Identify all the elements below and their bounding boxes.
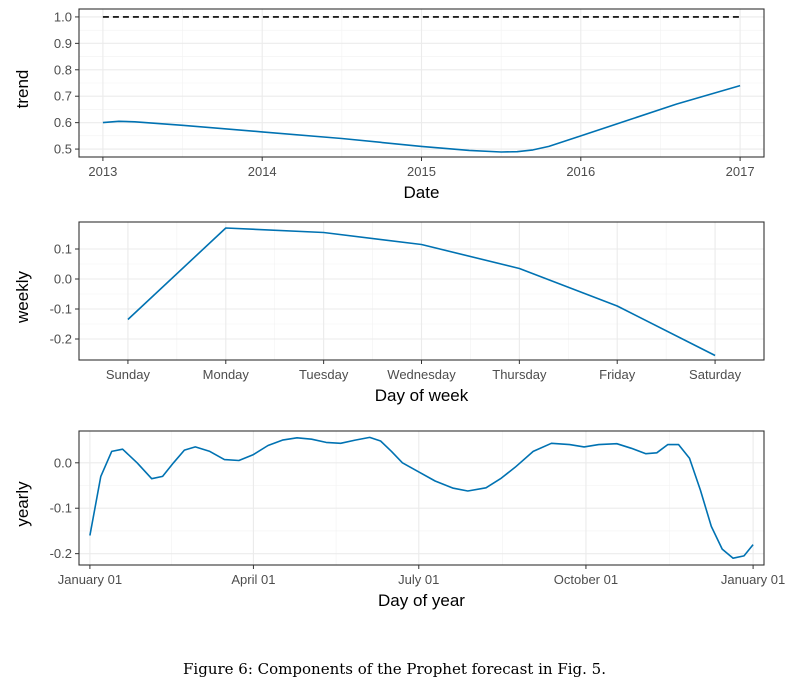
y-tick-label: 0.1 — [54, 242, 72, 257]
x-axis-title: Day of week — [375, 386, 469, 405]
x-tick-label: January 01 — [721, 572, 785, 587]
y-tick-label: -0.1 — [50, 501, 72, 516]
x-tick-label: 2015 — [407, 164, 436, 179]
x-tick-label: April 01 — [231, 572, 275, 587]
x-tick-label: 2014 — [248, 164, 277, 179]
x-tick-label: October 01 — [554, 572, 618, 587]
x-axis-title: Date — [404, 183, 440, 202]
y-tick-label: 0.9 — [54, 36, 72, 51]
panel-weekly: -0.2 -0.1 0.0 0.1 Sunday Monday Tuesday Wednesd… — [13, 221, 765, 405]
plot-background — [79, 431, 764, 565]
y-tick-label: 1.0 — [54, 9, 72, 24]
x-tick-label: Sunday — [106, 367, 151, 382]
y-tick-label: -0.2 — [50, 546, 72, 561]
x-tick-label: Wednesday — [387, 367, 456, 382]
x-axis-title: Day of year — [378, 591, 465, 610]
series-line — [89, 436, 754, 559]
figure-caption: Figure 6: Components of the Prophet fore… — [183, 660, 606, 678]
prophet-components-figure: 0.5 0.6 0.7 0.8 0.9 1.0 2013 2014 2015 2016 2017 Da… — [13, 8, 785, 610]
y-tick-label: 0.0 — [54, 272, 72, 287]
x-tick-label: 2016 — [566, 164, 595, 179]
y-tick-label: 0.5 — [54, 142, 72, 157]
x-tick-label: January 01 — [58, 572, 122, 587]
x-tick-label: Thursday — [492, 367, 547, 382]
y-axis-title: yearly — [13, 481, 32, 527]
y-tick-label: 0.8 — [54, 62, 72, 77]
panel-trend: 0.5 0.6 0.7 0.8 0.9 1.0 2013 2014 2015 2016 2017 Da… — [13, 8, 765, 202]
x-tick-label: 2013 — [88, 164, 117, 179]
y-tick-label: 0.7 — [54, 89, 72, 104]
x-tick-label: Monday — [203, 367, 250, 382]
x-tick-label: Saturday — [689, 367, 742, 382]
panel-yearly: -0.2 -0.1 0.0 January 01 April 01 July 01 Octo… — [13, 430, 785, 610]
x-tick-label: July 01 — [398, 572, 439, 587]
series-line — [102, 84, 741, 153]
y-tick-label: -0.1 — [50, 302, 72, 317]
panel-border — [78, 430, 765, 566]
y-tick-label: 0.0 — [54, 455, 72, 470]
x-tick-label: Tuesday — [299, 367, 349, 382]
series-line — [127, 227, 716, 357]
y-tick-label: 0.6 — [54, 115, 72, 130]
x-tick-label: Friday — [599, 367, 636, 382]
y-tick-label: -0.2 — [50, 332, 72, 347]
x-tick-label: 2017 — [726, 164, 755, 179]
y-axis-title: trend — [13, 70, 32, 109]
y-axis-title: weekly — [13, 271, 32, 324]
